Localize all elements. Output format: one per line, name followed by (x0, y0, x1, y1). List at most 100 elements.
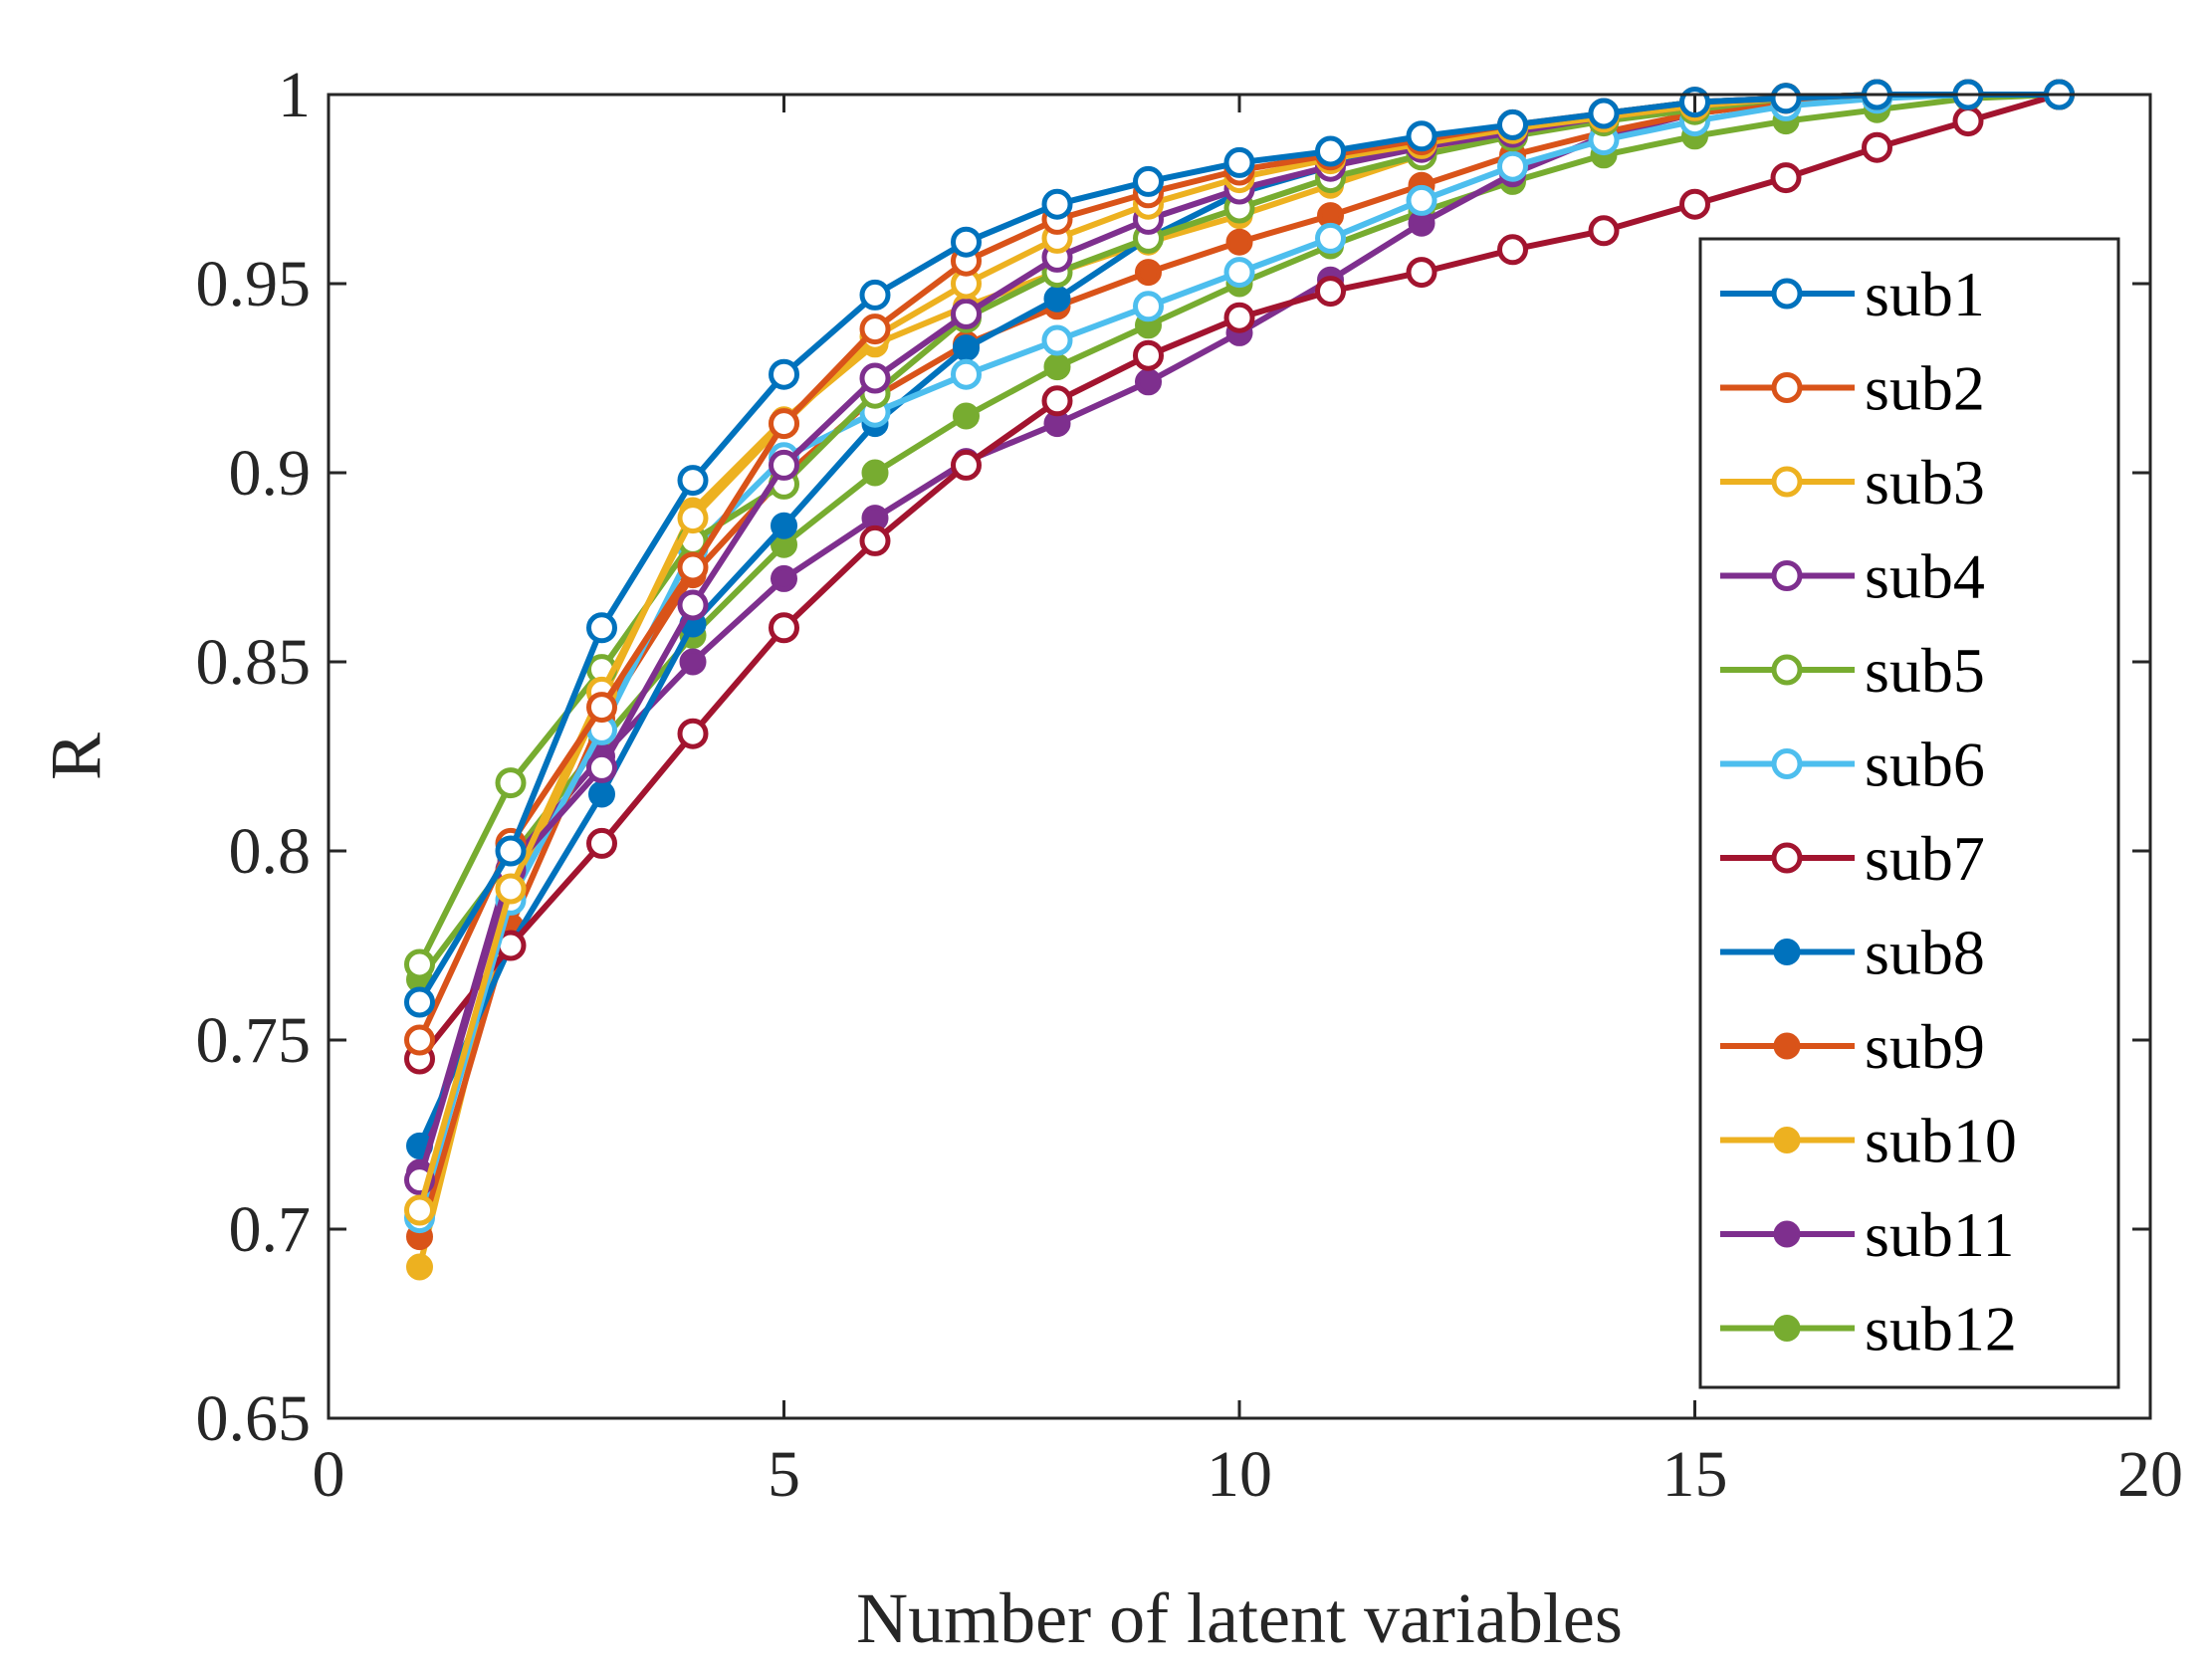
data-point-sub1 (1223, 146, 1255, 178)
data-point-sub4 (859, 362, 891, 394)
data-point-sub1 (1133, 165, 1164, 197)
data-point-sub3 (404, 1194, 435, 1226)
data-point-sub12 (953, 402, 980, 430)
data-point-sub11 (1135, 368, 1162, 396)
plot-area (404, 79, 2075, 1281)
legend-marker-sub8 (1773, 939, 1801, 965)
y-tick-label: 1 (278, 59, 311, 131)
data-point-sub2 (769, 408, 799, 440)
y-tick-label: 0.7 (229, 1193, 312, 1266)
data-point-sub12 (861, 459, 889, 487)
data-point-sub1 (1406, 120, 1438, 152)
data-point-sub7 (677, 718, 709, 749)
legend-item-sub6: sub6 (1720, 730, 1985, 800)
data-point-sub7 (586, 827, 617, 859)
data-point-sub1 (769, 358, 799, 390)
axis-ticks (327, 93, 2152, 1420)
legend-item-sub10: sub10 (1720, 1106, 2017, 1176)
data-point-sub7 (1133, 339, 1164, 371)
data-point-sub7 (1315, 276, 1346, 308)
legend-label-sub2: sub2 (1865, 353, 1985, 424)
legend-item-sub12: sub12 (1720, 1294, 2017, 1364)
legend-label-sub1: sub1 (1865, 259, 1985, 329)
data-point-sub6 (1133, 291, 1164, 322)
data-point-sub6 (951, 358, 982, 390)
legend-item-sub3: sub3 (1720, 447, 1985, 518)
x-tick-label: 20 (2117, 1438, 2183, 1511)
data-point-sub7 (1223, 302, 1255, 333)
data-point-sub1 (859, 279, 891, 311)
legend-label-sub9: sub9 (1865, 1011, 1985, 1082)
legend-item-sub2: sub2 (1720, 353, 1985, 424)
data-point-sub1 (404, 986, 435, 1018)
data-point-sub7 (951, 449, 982, 481)
axis-tick-labels: 0 5 10 15 20 0.65 0.7 0.75 0.8 0.85 0.9 0.95 1 (196, 59, 2184, 1511)
data-point-sub1 (677, 465, 709, 497)
legend-label-sub12: sub12 (1865, 1294, 2017, 1364)
y-tick-label: 0.75 (196, 1004, 312, 1077)
data-point-sub5 (495, 767, 527, 799)
legend: sub1 sub2 sub3 sub4 sub5 sub6 sub7 sub8 sub9 sub1… (1698, 237, 2120, 1389)
legend-item-sub11: sub11 (1720, 1199, 2015, 1270)
data-point-sub2 (859, 314, 891, 345)
data-point-sub7 (769, 612, 799, 644)
data-point-sub5 (404, 948, 435, 980)
y-tick-label: 0.8 (229, 815, 312, 888)
legend-label-sub3: sub3 (1865, 447, 1985, 518)
legend-label-sub5: sub5 (1865, 635, 1985, 706)
data-point-sub2 (677, 551, 709, 583)
data-point-sub7 (1679, 188, 1710, 220)
data-point-sub6 (1223, 257, 1255, 289)
data-point-sub7 (1497, 234, 1528, 266)
y-tick-label: 0.85 (196, 626, 312, 699)
legend-marker-sub4 (1771, 560, 1803, 591)
data-point-sub12 (1043, 353, 1071, 381)
x-tick-label: 15 (1662, 1438, 1728, 1511)
data-point-sub1 (1770, 83, 1802, 114)
data-point-sub9 (1135, 259, 1162, 287)
x-tick-label: 10 (1207, 1438, 1272, 1511)
legend-label-sub4: sub4 (1865, 541, 1985, 612)
data-point-sub7 (859, 524, 891, 556)
data-point-sub3 (495, 873, 527, 905)
x-tick-label: 5 (768, 1438, 800, 1511)
x-tick-label: 0 (313, 1438, 345, 1511)
legend-marker-sub10 (1773, 1127, 1801, 1153)
data-point-sub1 (1497, 108, 1528, 140)
data-point-sub7 (1952, 105, 1984, 137)
data-point-sub1 (1041, 188, 1073, 220)
data-point-sub7 (1770, 162, 1802, 194)
data-point-sub4 (586, 751, 617, 783)
data-point-sub1 (1315, 135, 1346, 167)
data-point-sub8 (953, 334, 980, 362)
legend-marker-sub1 (1771, 278, 1803, 310)
data-point-sub1 (951, 226, 982, 258)
legend-item-sub5: sub5 (1720, 635, 1985, 706)
legend-marker-sub3 (1771, 466, 1803, 498)
legend-item-sub1: sub1 (1720, 259, 1985, 329)
x-axis-label: Number of latent variables (856, 1578, 1623, 1658)
legend-marker-sub5 (1771, 654, 1803, 686)
legend-marker-sub9 (1773, 1032, 1801, 1060)
y-tick-label: 0.9 (229, 437, 312, 510)
legend-label-sub10: sub10 (1865, 1106, 2017, 1176)
data-point-sub6 (1315, 222, 1346, 254)
legend-marker-sub12 (1773, 1315, 1801, 1342)
data-point-sub2 (586, 692, 617, 724)
legend-label-sub6: sub6 (1865, 730, 1985, 800)
data-point-sub6 (1406, 184, 1438, 216)
data-point-sub7 (1406, 257, 1438, 289)
data-point-sub9 (1225, 228, 1253, 256)
data-point-sub4 (677, 589, 709, 621)
data-point-sub8 (1043, 285, 1071, 313)
data-point-sub1 (586, 612, 617, 644)
legend-box (1698, 237, 2120, 1389)
data-point-sub7 (1041, 385, 1073, 417)
legend-marker-sub6 (1771, 748, 1803, 779)
data-point-sub7 (1588, 215, 1620, 247)
legend-marker-sub2 (1771, 372, 1803, 403)
legend-item-sub7: sub7 (1720, 823, 1985, 894)
legend-marker-sub7 (1771, 842, 1803, 874)
legend-item-sub4: sub4 (1720, 541, 1985, 612)
